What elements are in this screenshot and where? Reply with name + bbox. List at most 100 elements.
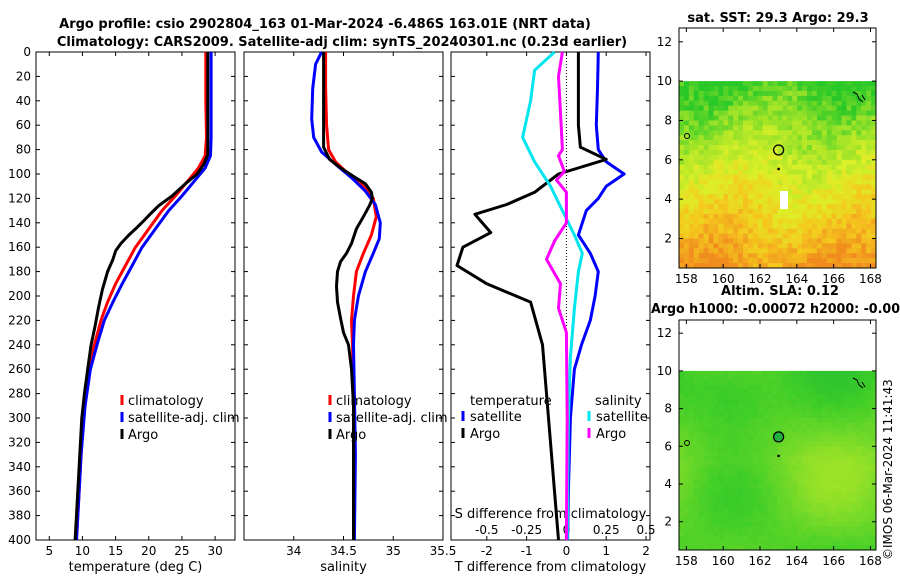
field-cell: [728, 90, 734, 97]
island-mark: [852, 91, 866, 103]
field-cell: [831, 100, 837, 107]
field-cell: [718, 399, 724, 405]
field-cell: [831, 370, 837, 377]
field-cell: [846, 469, 852, 475]
field-cell: [718, 540, 724, 546]
field-cell: [866, 488, 872, 494]
field-cell: [762, 213, 769, 220]
series-line-argo: [322, 52, 374, 540]
field-cell: [777, 370, 783, 377]
field-cell: [688, 130, 695, 136]
field-cell: [782, 184, 788, 190]
field-cell: [713, 233, 719, 239]
field-cell: [821, 521, 828, 527]
field-cell: [777, 135, 783, 141]
field-cell: [861, 502, 867, 508]
field-cell: [723, 223, 729, 230]
field-cell: [841, 517, 847, 523]
field-cell: [787, 474, 793, 480]
legend-label: satellite: [470, 410, 522, 425]
field-cell: [757, 218, 764, 225]
field-cell: [733, 488, 739, 494]
field-cell: [747, 521, 754, 527]
field-cell: [703, 479, 709, 485]
field-cell: [816, 149, 823, 156]
field-cell: [797, 380, 803, 386]
field-cell: [787, 248, 793, 254]
field-cell: [679, 380, 685, 386]
field-cell: [787, 179, 793, 185]
field-cell: [718, 90, 724, 97]
field-cell: [811, 488, 818, 494]
field-cell: [713, 375, 719, 381]
field-cell: [811, 120, 818, 126]
field-cell: [866, 199, 872, 205]
field-cell: [861, 540, 867, 546]
field-cell: [871, 385, 877, 391]
field-cell: [743, 370, 749, 377]
field-cell: [782, 81, 788, 87]
x-tick-label: 160: [712, 272, 735, 286]
field-cell: [683, 95, 690, 102]
field-cell: [752, 86, 759, 92]
field-cell: [807, 427, 813, 433]
field-cell: [738, 184, 744, 190]
field-cell: [738, 86, 744, 92]
field-cell: [683, 243, 690, 249]
field-cell: [708, 164, 714, 171]
field-cell: [841, 493, 847, 499]
field-cell: [767, 540, 773, 546]
field-cell: [871, 263, 877, 269]
field-cell: [821, 81, 828, 87]
field-cell: [802, 526, 808, 532]
field-cell: [861, 199, 867, 205]
field-cell: [851, 194, 857, 200]
field-cell: [831, 394, 837, 400]
field-cell: [792, 228, 798, 234]
field-cell: [782, 130, 788, 136]
field-cell: [831, 238, 837, 244]
legend-label: satellite-adj. clim: [336, 411, 448, 426]
field-cell: [782, 403, 788, 409]
field-cell: [792, 110, 798, 116]
field-cell: [841, 204, 847, 210]
field-cell: [747, 545, 754, 551]
field-cell: [826, 213, 833, 220]
field-cell: [728, 469, 734, 475]
field-cell: [708, 498, 714, 504]
field-cell: [703, 140, 709, 146]
field-cell: [816, 469, 823, 475]
field-cell: [718, 120, 724, 126]
field-cell: [772, 408, 778, 414]
field-cell: [679, 149, 685, 156]
field-cell: [688, 184, 695, 190]
field-cell: [836, 253, 842, 259]
series-line-satellite-adj-clim: [310, 51, 382, 541]
field-cell: [821, 370, 828, 377]
field-cell: [698, 90, 705, 97]
field-cell: [856, 86, 862, 92]
field-cell: [713, 258, 719, 264]
field-cell: [723, 218, 729, 225]
field-cell: [703, 451, 709, 457]
field-cell: [797, 394, 803, 400]
field-cell: [807, 189, 813, 195]
field-cell: [693, 233, 700, 239]
field-cell: [728, 465, 734, 471]
field-cell: [807, 375, 813, 381]
field-cell: [728, 385, 734, 391]
field-cell: [708, 140, 714, 146]
field-cell: [807, 81, 813, 87]
field-cell: [762, 389, 769, 395]
field-cell: [797, 521, 803, 527]
field-cell: [772, 164, 778, 171]
field-cell: [772, 493, 778, 499]
field-cell: [787, 238, 793, 244]
field-cell: [792, 479, 798, 485]
field-cell: [728, 248, 734, 254]
field-cell: [792, 135, 798, 141]
field-cell: [772, 189, 778, 195]
field-cell: [752, 375, 759, 381]
field-cell: [821, 460, 828, 466]
field-cell: [718, 517, 724, 523]
